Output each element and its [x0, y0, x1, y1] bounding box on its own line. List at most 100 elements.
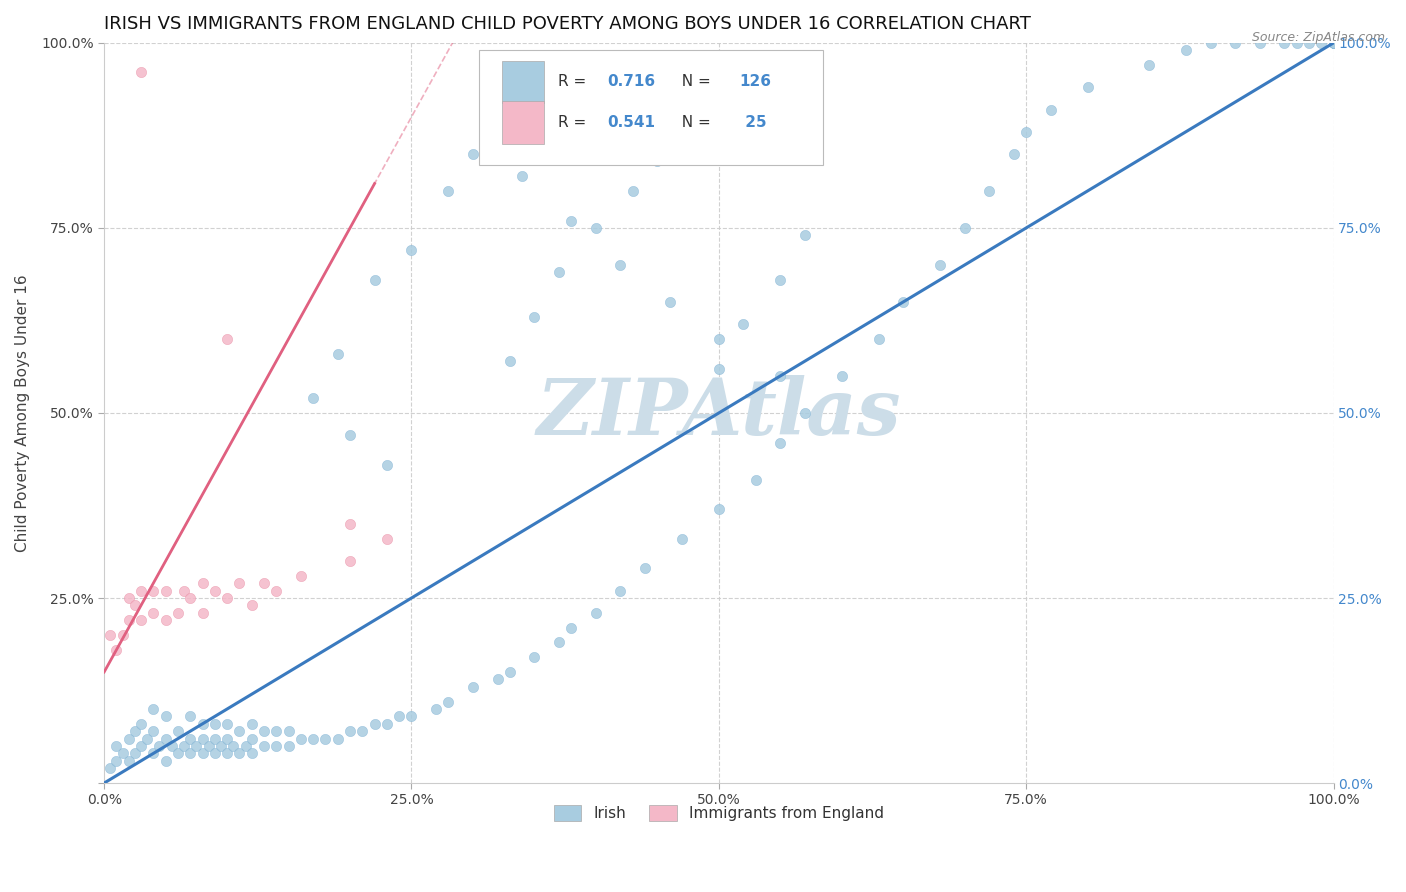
Point [401, 243, 423, 257]
Point [253, 724, 276, 739]
Point [375, 532, 398, 546]
Point [1322, 36, 1344, 50]
Point [264, 583, 287, 598]
Point [363, 716, 385, 731]
Point [155, 709, 177, 723]
Point [217, 731, 239, 746]
Point [240, 747, 263, 761]
Point [142, 724, 165, 739]
Point [683, 125, 706, 139]
Point [105, 642, 128, 657]
Point [155, 731, 177, 746]
Point [326, 731, 349, 746]
Point [179, 709, 201, 723]
Point [105, 754, 128, 768]
Point [191, 731, 214, 746]
Point [142, 583, 165, 598]
Point [401, 709, 423, 723]
Point [186, 739, 208, 753]
Point [277, 724, 299, 739]
Text: Source: ZipAtlas.com: Source: ZipAtlas.com [1251, 31, 1385, 45]
Point [339, 428, 361, 442]
Point [1039, 103, 1062, 117]
Point [1298, 36, 1320, 50]
Point [707, 361, 730, 376]
Point [118, 613, 141, 627]
Point [523, 650, 546, 665]
Point [179, 591, 201, 605]
Point [363, 273, 385, 287]
Text: IRISH VS IMMIGRANTS FROM ENGLAND CHILD POVERTY AMONG BOYS UNDER 16 CORRELATION C: IRISH VS IMMIGRANTS FROM ENGLAND CHILD P… [104, 15, 1031, 33]
Point [136, 731, 159, 746]
Point [658, 294, 681, 309]
Point [105, 739, 128, 753]
Point [339, 554, 361, 568]
Point [179, 731, 201, 746]
Point [124, 724, 146, 739]
Point [228, 576, 250, 591]
Point [228, 747, 250, 761]
Point [744, 473, 766, 487]
Point [129, 739, 152, 753]
Point [979, 184, 1001, 198]
Text: 0.541: 0.541 [607, 115, 655, 130]
Point [769, 273, 792, 287]
Point [425, 702, 447, 716]
Point [204, 747, 226, 761]
Point [191, 576, 214, 591]
FancyBboxPatch shape [502, 102, 544, 144]
Point [560, 213, 582, 227]
Point [290, 569, 312, 583]
Text: R =: R = [558, 74, 591, 89]
Text: 25: 25 [740, 115, 766, 130]
Point [1175, 43, 1198, 57]
Point [437, 184, 460, 198]
Point [953, 221, 976, 235]
Point [1199, 36, 1222, 50]
Point [891, 294, 914, 309]
Point [191, 747, 214, 761]
Point [155, 613, 177, 627]
Point [585, 221, 607, 235]
Point [437, 695, 460, 709]
Point [375, 716, 398, 731]
Point [173, 739, 195, 753]
FancyBboxPatch shape [502, 61, 544, 103]
Point [240, 731, 263, 746]
Point [769, 368, 792, 383]
Point [118, 731, 141, 746]
Point [118, 754, 141, 768]
Point [1322, 36, 1344, 50]
Point [167, 747, 190, 761]
Point [167, 724, 190, 739]
Point [388, 709, 411, 723]
Point [302, 391, 325, 405]
Point [461, 680, 484, 694]
Point [129, 583, 152, 598]
Text: ZIPAtlas: ZIPAtlas [537, 375, 901, 451]
Text: 126: 126 [740, 74, 772, 89]
Point [290, 731, 312, 746]
Point [314, 731, 336, 746]
Point [499, 665, 522, 679]
Point [217, 747, 239, 761]
Point [204, 731, 226, 746]
Point [707, 332, 730, 346]
Point [197, 739, 219, 753]
Point [129, 716, 152, 731]
Point [155, 583, 177, 598]
Point [155, 754, 177, 768]
Point [160, 739, 183, 753]
Point [264, 739, 287, 753]
Point [1002, 147, 1025, 161]
Point [339, 724, 361, 739]
Point [375, 458, 398, 472]
Point [142, 747, 165, 761]
Point [124, 599, 146, 613]
Point [167, 606, 190, 620]
Point [486, 132, 509, 146]
Point [523, 310, 546, 324]
Point [217, 332, 239, 346]
Text: N =: N = [672, 74, 716, 89]
Point [548, 265, 571, 279]
